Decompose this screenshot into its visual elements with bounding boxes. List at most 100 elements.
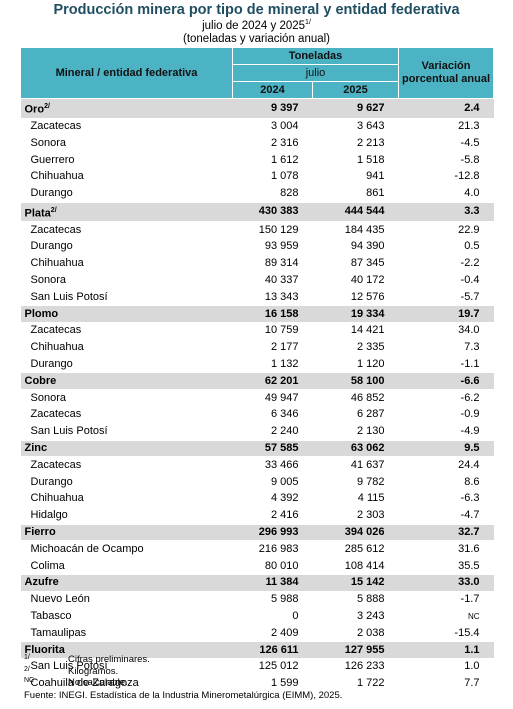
note-mark: 2/ xyxy=(24,665,30,673)
cell: 32.7 xyxy=(398,524,494,542)
cell: 24.4 xyxy=(398,456,494,475)
cell: -5.7 xyxy=(398,288,494,307)
cell: 1 078 xyxy=(232,168,313,186)
cell: NC xyxy=(398,608,494,626)
cell: Sonora xyxy=(20,134,233,153)
row: Colima 80 010 108 414 35.5 xyxy=(20,557,494,576)
cell: 63 062 xyxy=(312,440,399,458)
group-row: Azufre 11 384 15 142 33.0 xyxy=(20,574,494,592)
cell: 49 947 xyxy=(232,389,313,408)
cell: 94 390 xyxy=(312,238,399,256)
source-label: Fuente: xyxy=(24,690,57,701)
cell: 3.3 xyxy=(398,202,494,223)
cell: 4.0 xyxy=(398,185,494,203)
row: Durango 9 005 9 782 8.6 xyxy=(20,473,494,492)
subtitle-text: julio de 2024 y 2025 xyxy=(202,19,306,32)
source-text: INEGI. Estadística de la Industria Miner… xyxy=(58,690,343,701)
cell: San Luis Potosí xyxy=(20,423,233,441)
cell: 62 201 xyxy=(232,372,313,391)
cell: 941 xyxy=(312,168,399,186)
cell: 41 637 xyxy=(312,456,399,475)
cell: Zacatecas xyxy=(20,406,233,424)
cell: Tamaulipas xyxy=(20,624,233,643)
cell: 35.5 xyxy=(398,557,494,576)
cell: Hidalgo xyxy=(20,507,233,525)
cell: 1 722 xyxy=(312,675,399,693)
cell: 2 240 xyxy=(232,423,313,441)
row: Durango 93 959 94 390 0.5 xyxy=(20,238,494,256)
row: San Luis Potosí 125 012 126 233 1.0 xyxy=(20,658,494,676)
row: San Luis Potosí 13 343 12 576 -5.7 xyxy=(20,288,494,307)
cell: 10 759 xyxy=(232,322,313,340)
cell: 15 142 xyxy=(312,574,399,592)
cell: 125 012 xyxy=(232,658,313,676)
cell: 9 782 xyxy=(312,473,399,492)
group-row: Cobre 62 201 58 100 -6.6 xyxy=(20,372,494,391)
cell: Zacatecas xyxy=(20,221,233,240)
note-mark: 2/ xyxy=(44,103,50,110)
cell: 2.4 xyxy=(398,98,494,119)
cell: 9 397 xyxy=(232,98,313,119)
cell: 0 xyxy=(232,608,313,626)
row: Guerrero 1 612 1 518 -5.8 xyxy=(20,151,494,170)
group-name: Plata xyxy=(24,207,51,220)
cell: -2.2 xyxy=(398,255,494,273)
col-header: Toneladas xyxy=(232,47,399,65)
col-header: Variación porcentual anual xyxy=(398,47,494,99)
group-name-cell: Azufre xyxy=(20,574,233,592)
row: Zacatecas 33 466 41 637 24.4 xyxy=(20,456,494,475)
cell: 1 120 xyxy=(312,356,399,374)
cell: Sonora xyxy=(20,272,233,290)
cell: 93 959 xyxy=(232,238,313,256)
cell: Coahuila de Zaragoza xyxy=(20,675,233,693)
cell: 9 005 xyxy=(232,473,313,492)
cell: 33.0 xyxy=(398,574,494,592)
note-mark: 2/ xyxy=(50,206,57,214)
group-row: Zinc 57 585 63 062 9.5 xyxy=(20,440,494,458)
cell: 2 416 xyxy=(232,507,313,525)
row: Hidalgo 2 416 2 303 -4.7 xyxy=(20,507,494,525)
row: Michoacán de Ocampo 216 983 285 612 31.6 xyxy=(20,540,494,559)
cell: -6.3 xyxy=(398,490,494,508)
cell: 3 643 xyxy=(312,118,399,136)
group-name-cell: Plata2/ xyxy=(20,202,233,223)
group-name: Fierro xyxy=(24,526,56,539)
cell: 80 010 xyxy=(232,557,313,576)
group-name: Fluorita xyxy=(24,643,65,656)
note: 1/Cifras preliminares. xyxy=(24,654,150,666)
cell: -6.2 xyxy=(398,389,494,408)
cell: Chihuahua xyxy=(20,168,233,186)
cell: 2 038 xyxy=(312,624,399,643)
group-name-cell: Zinc xyxy=(20,440,233,458)
cell: 3 243 xyxy=(312,608,399,626)
cell: 285 612 xyxy=(312,540,399,559)
group-row: Plomo 16 158 19 334 19.7 xyxy=(20,305,494,324)
cell: 2 316 xyxy=(232,134,313,153)
row: Zacatecas 3 004 3 643 21.3 xyxy=(20,118,494,136)
cell: Durango xyxy=(20,185,233,203)
note-mark: 1/ xyxy=(24,654,30,661)
cell: 430 383 xyxy=(232,202,313,223)
cell: 2 303 xyxy=(312,507,399,525)
group-name-cell: Fierro xyxy=(20,524,233,542)
group-name-cell: Plomo xyxy=(20,305,233,324)
row: Coahuila de Zaragoza 1 599 1 722 7.7 xyxy=(20,675,494,693)
notes: 1/Cifras preliminares. 2/Kilogramos. NC No … xyxy=(24,654,150,689)
note-text: No calculable. xyxy=(68,677,128,688)
cell: Nuevo León xyxy=(20,591,233,609)
cell: 11 384 xyxy=(232,574,313,592)
note-mark: NC xyxy=(24,677,35,684)
note-text: Kilogramos. xyxy=(68,665,119,677)
cell: 89 314 xyxy=(232,255,313,273)
col-header: 2024 xyxy=(232,81,313,99)
subtitle: julio de 2024 y 20251/ xyxy=(0,19,513,32)
cell: 5 988 xyxy=(232,591,313,609)
cell: -4.5 xyxy=(398,134,494,153)
cell: 87 345 xyxy=(312,255,399,273)
cell: 0.5 xyxy=(398,238,494,256)
cell: Durango xyxy=(20,473,233,492)
cell: 34.0 xyxy=(398,322,494,340)
cell: 9.5 xyxy=(398,440,494,458)
group-row: Oro2/9 397 9 627 2.4 xyxy=(20,98,494,119)
cell: 14 421 xyxy=(312,322,399,340)
